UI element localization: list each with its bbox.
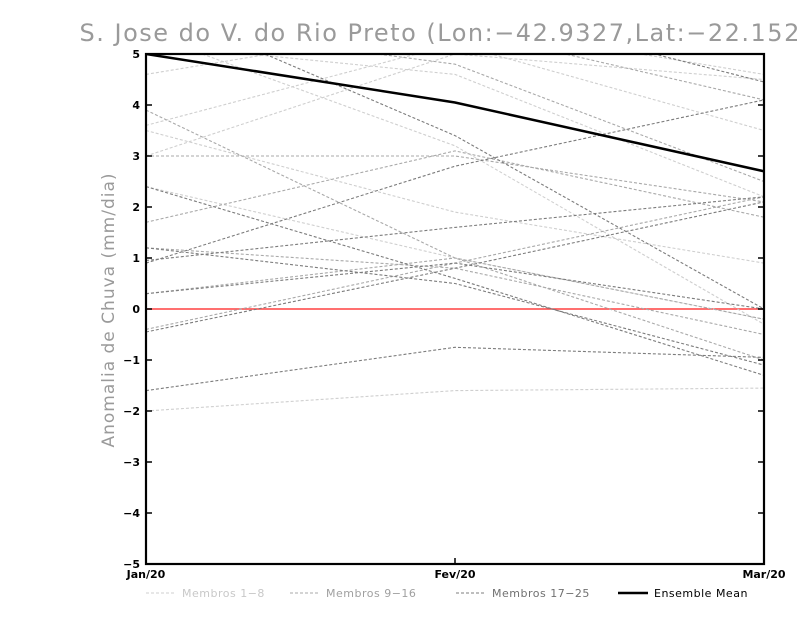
- member-line-m2: [146, 387, 764, 412]
- member-line-m1: [146, 54, 764, 132]
- member-line-m22: [652, 54, 764, 83]
- y-tick-label: −4: [123, 507, 140, 520]
- member-lines: [146, 54, 764, 412]
- x-tick-label: Jan/20: [126, 568, 166, 581]
- member-line-m7: [243, 54, 764, 198]
- member-line-m12: [146, 109, 764, 361]
- member-line-m5: [146, 186, 764, 320]
- member-line-m4: [146, 129, 764, 264]
- x-tick-label: Fev/20: [434, 568, 475, 581]
- y-tick-label: −5: [123, 558, 140, 571]
- y-tick-label: 2: [132, 201, 140, 214]
- y-tick-label: 4: [132, 99, 140, 112]
- ensemble-mean-line: [146, 54, 764, 173]
- x-tick-label: Mar/20: [742, 568, 785, 581]
- member-line-m17: [146, 186, 764, 376]
- legend-label-2: Membros 17−25: [492, 587, 590, 600]
- member-line-m3: [146, 54, 764, 157]
- member-line-m6: [200, 54, 764, 325]
- member-line-m9: [146, 150, 764, 223]
- member-line-m10: [146, 247, 764, 336]
- legend: Membros 1−8 Membros 9−16 Membros 17−25 Ense…: [146, 587, 748, 600]
- y-tick-label: 0: [132, 303, 140, 316]
- member-line-m8: [146, 54, 764, 75]
- member-line-m25: [146, 201, 764, 333]
- member-line-m23: [146, 247, 764, 366]
- member-line-m24: [146, 262, 764, 310]
- member-line-m21: [263, 54, 764, 310]
- legend-label-0: Membros 1−8: [182, 587, 265, 600]
- y-tick-label: 5: [132, 48, 140, 61]
- y-tick-label: 1: [132, 252, 140, 265]
- y-tick-label: −2: [123, 405, 140, 418]
- legend-label-3: Ensemble Mean: [654, 587, 748, 600]
- member-line-m14: [562, 54, 764, 101]
- y-axis-label: Anomalia de Chuva (mm/dia): [99, 172, 119, 447]
- member-line-m20: [146, 196, 764, 262]
- legend-label-1: Membros 9−16: [326, 587, 416, 600]
- member-line-m13: [373, 54, 764, 183]
- member-line-m11: [146, 257, 764, 320]
- member-line-m18: [146, 346, 764, 392]
- plot-area: −5 −4 −3 −2 −1 0 1 2 3 4 5 Jan/20 Fev/20 Mar/20: [123, 48, 786, 581]
- y-tick-label: 3: [132, 150, 140, 163]
- y-tick-label: −3: [123, 456, 140, 469]
- chart-title: S. Jose do V. do Rio Preto (Lon:−42.9327…: [80, 19, 800, 47]
- member-line-m19: [146, 99, 764, 264]
- y-tick-label: −1: [123, 354, 140, 367]
- member-line-m15: [146, 155, 764, 203]
